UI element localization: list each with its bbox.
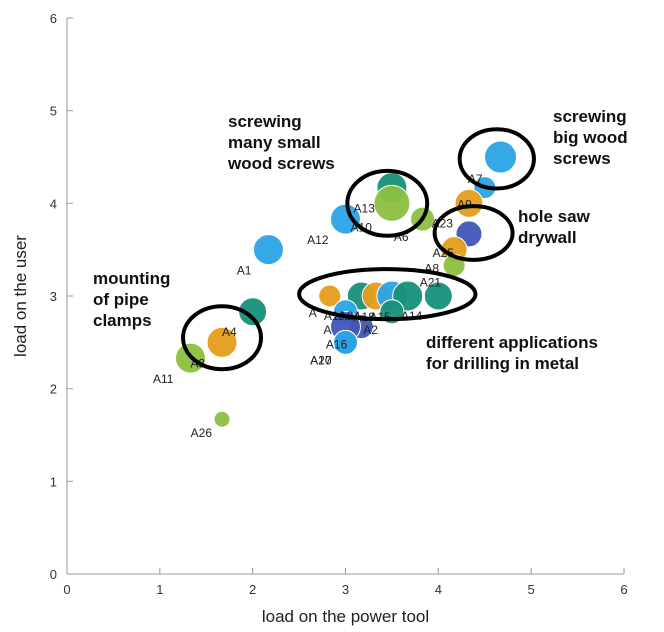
data-point [206,326,238,358]
y-tick-label: 5 [50,104,57,119]
group-annotation-line: different applications [426,333,598,352]
point-label: A12 [307,233,329,247]
x-tick-label: 5 [528,582,535,597]
group-ellipse [457,127,536,191]
point-label: A4 [222,325,237,339]
x-tick-label: 1 [156,582,163,597]
group-ellipse [345,168,430,238]
group-annotation-line: clamps [93,311,152,330]
data-point [213,410,231,428]
point-label: A26 [191,426,213,440]
x-tick-label: 0 [63,582,70,597]
point-label: A21 [420,275,442,289]
group-annotation-line: big wood [553,128,628,147]
x-tick-label: 3 [342,582,349,597]
group-annotation-line: hole saw [518,207,591,226]
point-label: A13 [354,202,376,216]
point-label: A16 [326,338,348,352]
point-label: A2 [363,323,378,337]
group-annotation-line: for drilling in metal [426,354,579,373]
y-axis-label: load on the user [11,235,30,357]
data-point [484,140,518,174]
data-point [373,184,411,222]
y-tick-label: 2 [50,382,57,397]
point-label: A [323,323,331,337]
data-point [318,284,342,308]
data-point [454,188,484,218]
data-point [333,329,358,355]
group-ellipse [432,204,515,262]
point-label: A20 [310,353,332,367]
y-tick-label: 6 [50,11,57,26]
group-ellipse [297,267,478,322]
group-annotations: mounting of pipe clamps screwing many small w… [93,107,628,373]
group-annotation-line: mounting [93,269,170,288]
axes: 0 1 2 3 4 5 6 0 1 2 3 4 5 6 [50,11,628,597]
x-tick-label: 4 [435,582,442,597]
point-label: A11 [153,372,174,386]
point-label: A17 [310,353,332,367]
group-annotation-line: screwing [228,112,302,131]
group-annotation-line: screwing [553,107,627,126]
group-annotation-line: screws [553,149,611,168]
data-point [423,281,453,311]
group-annotation-line: drywall [518,228,577,247]
point-label: A [309,306,317,320]
group-annotation-line: many small [228,133,321,152]
y-tick-label: 3 [50,289,57,304]
x-axis-label: load on the power tool [262,607,429,626]
y-tick-label: 0 [50,567,57,582]
group-annotation-line: wood screws [227,154,335,173]
y-tick-label: 4 [50,196,57,211]
point-label: A1 [237,264,252,278]
group-ellipse [181,304,264,372]
data-point [238,297,268,327]
data-point [252,234,284,266]
x-tick-label: 2 [249,582,256,597]
group-annotation-line: of pipe [93,290,149,309]
point-label: A25 [433,246,455,260]
y-tick-label: 1 [50,474,57,489]
x-tick-label: 6 [620,582,627,597]
